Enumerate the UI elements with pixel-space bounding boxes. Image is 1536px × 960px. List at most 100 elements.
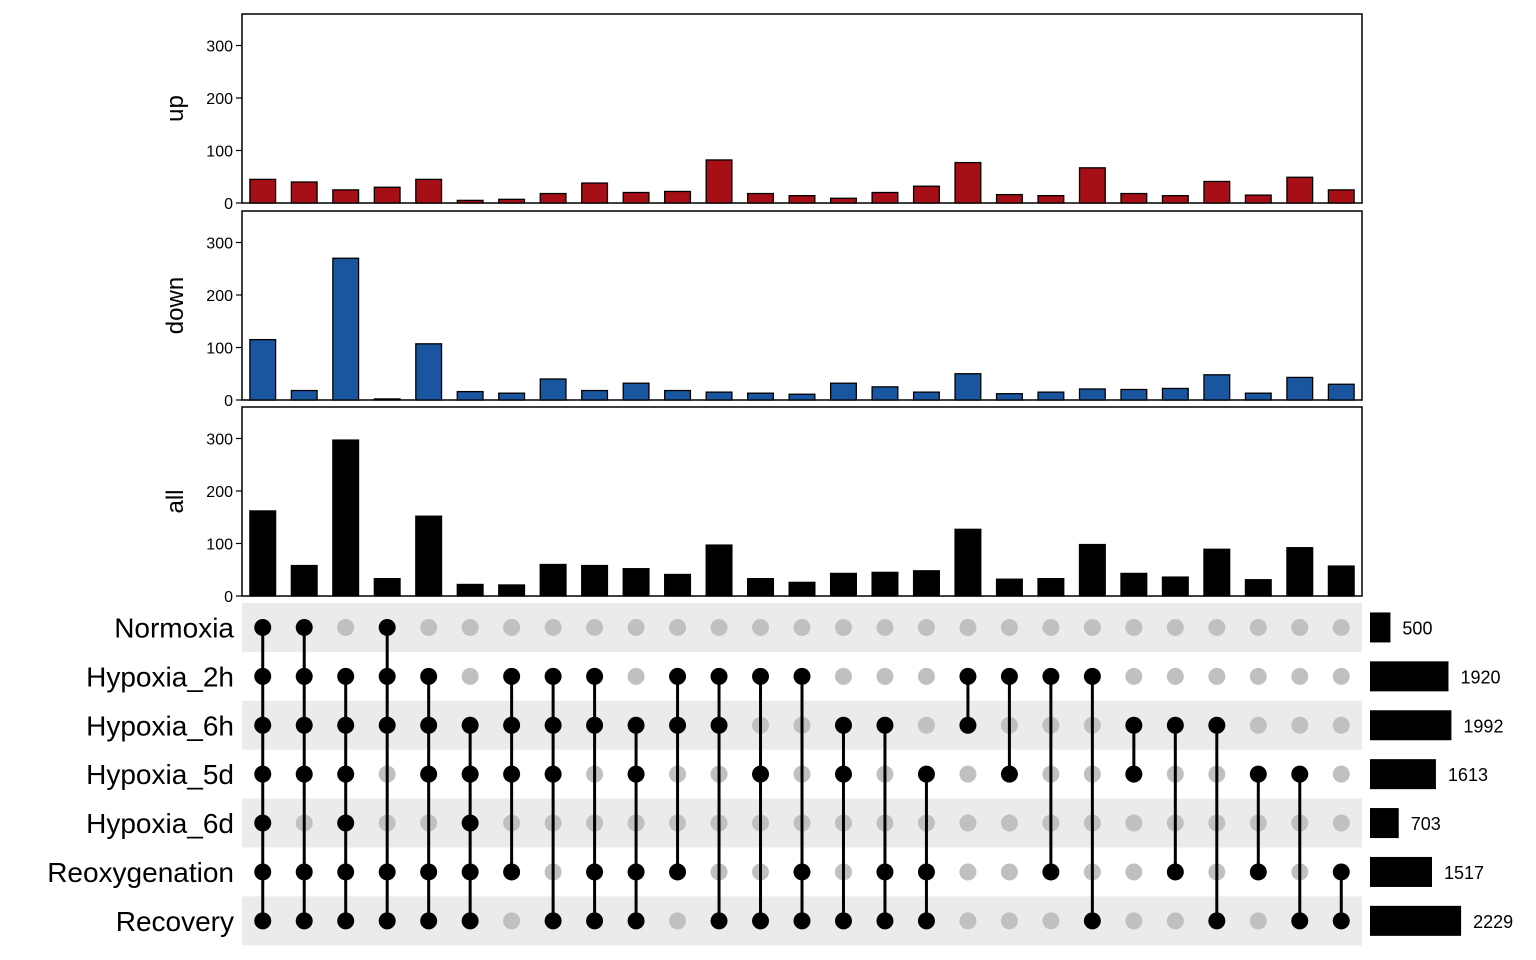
matrix-dot-active [337,814,355,832]
matrix-dot-inactive [834,618,852,636]
bar-up [1078,167,1106,204]
matrix-dot-inactive [1166,618,1184,636]
matrix-dot-active [254,716,272,734]
matrix-dot-inactive [1166,667,1184,685]
bar-up [249,178,277,204]
matrix-dot-inactive [586,618,604,636]
intersection-column [834,618,852,930]
bar-down [1037,391,1065,401]
matrix-dot-active [461,765,479,783]
bar-up [332,189,360,204]
bar-all [664,573,692,597]
bar-all [1037,578,1065,597]
intersection-column [710,618,728,930]
bar-down [415,343,443,401]
set-name-label: Normoxia [114,612,234,643]
matrix-dot-active [1000,765,1018,783]
bar-up [1120,192,1148,204]
y-axis-label: up [162,95,189,122]
matrix-dot-active [420,765,438,783]
bar-all [1327,565,1355,597]
matrix-dot-inactive [1125,667,1143,685]
y-tick-label: 0 [224,196,233,213]
bar-all [1244,579,1272,597]
intersection-column [420,618,438,930]
bar-up [581,182,609,204]
bar-all [1203,548,1231,597]
matrix-dot-inactive [1125,618,1143,636]
matrix-dot-active [917,863,935,881]
bar-down [1244,392,1272,401]
matrix-dot-active [959,716,977,734]
bar-up [622,191,650,204]
matrix-dot-active [752,667,770,685]
matrix-dot-active [378,716,396,734]
bar-down [705,391,733,401]
intersection-column [544,618,562,930]
matrix-dot-active [876,912,894,930]
matrix-dot-active [461,863,479,881]
matrix-dot-active [254,667,272,685]
intersection-column [669,618,687,930]
set-size-label: 1613 [1448,765,1488,785]
intersection-column [793,618,811,930]
set-name-label: Hypoxia_5d [86,759,234,790]
bar-down [995,393,1023,401]
matrix-dot-inactive [1291,667,1309,685]
panel-frame [241,406,1363,597]
bar-all [995,578,1023,597]
matrix-dot-inactive [1249,716,1267,734]
matrix-dot-inactive [1000,618,1018,636]
matrix-dot-inactive [669,618,687,636]
bar-up [415,178,443,204]
bar-up [290,181,318,204]
intersection-column [337,618,355,930]
matrix-dot-active [793,667,811,685]
matrix-dot-inactive [503,912,521,930]
panel-all: 0 100 200 300 all [162,406,1363,606]
bar-all [954,528,982,597]
matrix-dot-inactive [959,618,977,636]
matrix-dot-active [834,912,852,930]
matrix-dot-active [710,912,728,930]
set-name-label: Hypoxia_6h [86,710,234,741]
matrix-dot-active [295,863,313,881]
bar-up [498,198,526,204]
matrix-dot-inactive [834,667,852,685]
matrix-dot-inactive [1125,863,1143,881]
matrix-dot-active [337,716,355,734]
matrix-dot-active [1083,667,1101,685]
matrix-dot-active [295,716,313,734]
matrix-dot-active [834,765,852,783]
set-size-label: 2229 [1473,912,1513,932]
matrix-dot-active [1166,863,1184,881]
matrix-dot-active [337,667,355,685]
intersection-column [1166,618,1184,930]
matrix-dot-active [378,912,396,930]
bar-up [788,194,816,204]
bar-up [1327,189,1355,204]
bar-all [539,563,567,597]
bar-down [871,386,899,401]
y-tick-label: 300 [206,432,233,449]
bar-up [539,192,567,204]
matrix-dot-inactive [1208,618,1226,636]
matrix-dot-active [710,716,728,734]
matrix-dot-active [420,667,438,685]
bar-up [664,190,692,204]
bar-all [871,571,899,597]
matrix-dot-active [1249,863,1267,881]
intersection-column [1249,618,1267,930]
bar-up [456,199,484,204]
matrix-dot-active [461,716,479,734]
bar-all [1286,547,1314,597]
bar-down [1078,388,1106,401]
set-size-bar [1370,759,1436,790]
y-tick-label: 200 [206,288,233,305]
matrix-dot-active [254,618,272,636]
set-size-label: 1992 [1463,716,1503,736]
bar-up [373,186,401,204]
set-name-label: Hypoxia_6d [86,808,234,839]
intersection-column [1125,618,1143,930]
matrix-dot-inactive [1208,667,1226,685]
